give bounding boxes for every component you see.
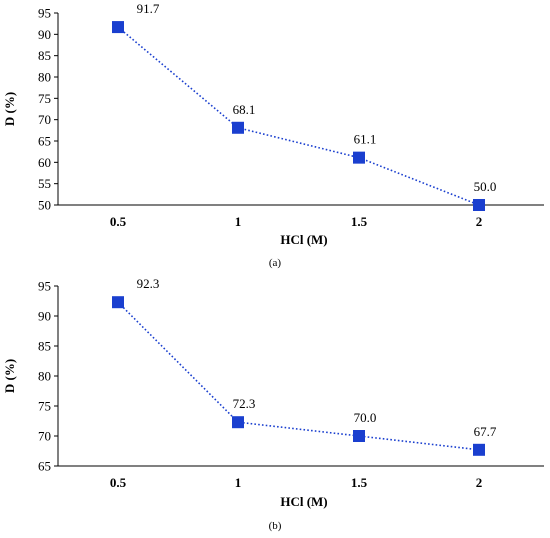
x-axis-label: HCl (M): [280, 494, 327, 509]
panel-caption: (a): [269, 257, 282, 269]
y-axis-label: D (%): [2, 92, 17, 126]
data-point-marker: [353, 430, 365, 442]
x-tick-label: 2: [476, 214, 483, 229]
y-tick-label: 85: [38, 339, 51, 354]
x-tick-label: 1: [235, 475, 242, 490]
x-tick-label: 0.5: [110, 475, 127, 490]
x-tick-label: 1.5: [351, 214, 368, 229]
x-tick-label: 1: [235, 214, 242, 229]
y-axis-label: D (%): [2, 359, 17, 393]
series-line: [117, 301, 480, 451]
y-tick-label: 90: [38, 27, 51, 42]
y-tick-label: 65: [38, 459, 51, 474]
data-point-marker: [112, 21, 124, 34]
data-point-marker: [232, 416, 244, 429]
x-tick-label: 0.5: [110, 214, 127, 229]
data-label: 91.7: [137, 1, 160, 16]
y-tick-label: 65: [38, 134, 51, 149]
y-tick-label: 55: [38, 176, 51, 191]
chart-panel-b: 65 70 75 80 85 90 95 0.5 1 1.5 2 HCl (M) D (%) 92.3 72…: [2, 276, 544, 532]
y-tick-label: 60: [38, 155, 51, 170]
chart-panel-a: 50 55 60 65 70 75 80 85 90 95 0.5 1 1.5 2 HCl (M) D (%)…: [2, 1, 544, 269]
data-point-marker: [473, 199, 485, 211]
data-point-marker: [112, 296, 124, 309]
panel-caption: (b): [269, 520, 282, 532]
y-tick-label: 75: [38, 399, 51, 414]
y-tick-label: 85: [38, 48, 51, 63]
y-tick-label: 95: [38, 6, 51, 21]
x-tick-label: 1.5: [351, 475, 368, 490]
data-label: 70.0: [354, 410, 377, 425]
y-tick-label: 80: [38, 70, 51, 85]
x-axis-label: HCl (M): [280, 232, 327, 247]
data-point-marker: [473, 443, 485, 456]
series-line: [117, 26, 480, 206]
y-tick-label: 95: [38, 279, 51, 294]
data-label: 92.3: [137, 276, 160, 291]
data-label: 72.3: [233, 396, 256, 411]
data-label: 61.1: [354, 132, 377, 147]
y-tick-label: 50: [38, 198, 51, 213]
data-label: 68.1: [233, 102, 256, 117]
y-tick-label: 70: [38, 429, 51, 444]
y-tick-label: 90: [38, 309, 51, 324]
y-tick-label: 80: [38, 369, 51, 384]
data-point-marker: [232, 121, 244, 134]
data-label: 50.0: [474, 179, 497, 194]
data-point-marker: [353, 151, 365, 164]
y-tick-label: 70: [38, 112, 51, 127]
y-tick-label: 75: [38, 91, 51, 106]
x-tick-label: 2: [476, 475, 483, 490]
data-label: 67.7: [474, 424, 497, 439]
